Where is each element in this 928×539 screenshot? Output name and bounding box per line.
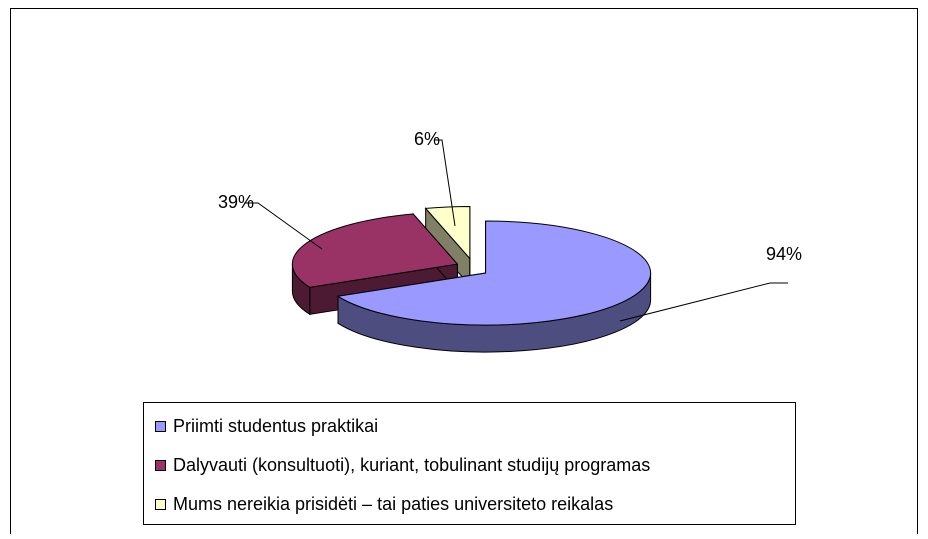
legend-items: Priimti studentus praktikai Dalyvauti (ko… [155,416,650,514]
legend-swatch [155,421,166,432]
data-label: 39% [218,192,254,212]
data-label: 6% [414,129,440,149]
slice [424,205,471,260]
data-label: 94% [766,244,802,264]
legend-label: Mums nereikia prisidėti – tai paties uni… [173,494,613,514]
leader-line [244,202,323,250]
leader-line [619,282,788,322]
legend-swatch [155,460,166,471]
legend-swatch [155,499,166,510]
leader-line [434,139,456,227]
slice [336,220,652,326]
pie: 6% 39% 94% [218,129,802,353]
legend-label: Dalyvauti (konsultuoti), kuriant, tobuli… [173,455,650,475]
legend-label: Priimti studentus praktikai [173,416,378,436]
legend [143,402,796,525]
slice [291,213,459,288]
